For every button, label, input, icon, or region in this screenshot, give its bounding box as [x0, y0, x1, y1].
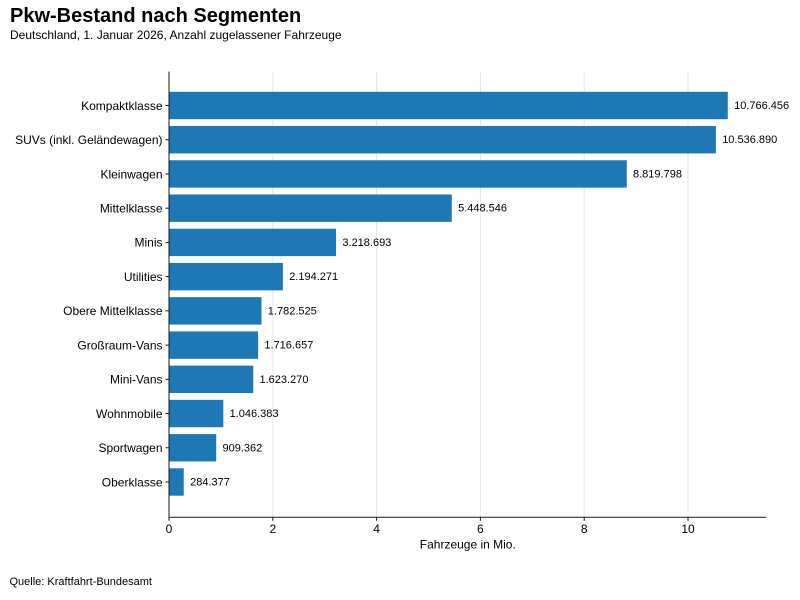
svg-text:6: 6 [477, 522, 484, 536]
svg-text:Sportwagen: Sportwagen [98, 441, 162, 455]
svg-text:Kompaktklasse: Kompaktklasse [81, 99, 163, 113]
svg-text:2: 2 [269, 522, 276, 536]
svg-text:Großraum-Vans: Großraum-Vans [77, 338, 162, 352]
svg-text:Quelle: Kraftfahrt-Bundesamt: Quelle: Kraftfahrt-Bundesamt [10, 576, 152, 588]
svg-text:3.218.693: 3.218.693 [342, 237, 391, 249]
svg-text:0: 0 [166, 522, 173, 536]
svg-text:4: 4 [373, 522, 380, 536]
svg-text:1.716.657: 1.716.657 [264, 340, 313, 352]
svg-text:2.194.271: 2.194.271 [289, 271, 338, 283]
svg-text:Mini-Vans: Mini-Vans [110, 373, 162, 387]
svg-text:Utilities: Utilities [124, 270, 163, 284]
svg-text:5.448.546: 5.448.546 [458, 203, 507, 215]
svg-text:Mittelklasse: Mittelklasse [100, 201, 163, 215]
svg-text:Fahrzeuge in Mio.: Fahrzeuge in Mio. [420, 537, 516, 551]
svg-text:SUVs (inkl. Geländewagen): SUVs (inkl. Geländewagen) [15, 133, 162, 147]
svg-text:8: 8 [581, 522, 588, 536]
svg-text:Minis: Minis [134, 236, 162, 250]
svg-text:1.623.270: 1.623.270 [260, 374, 309, 386]
svg-text:Pkw-Bestand nach Segmenten: Pkw-Bestand nach Segmenten [10, 5, 301, 27]
svg-text:Wohnmobile: Wohnmobile [96, 407, 163, 421]
svg-text:1.782.525: 1.782.525 [268, 305, 317, 317]
svg-text:10: 10 [681, 522, 695, 536]
svg-text:909.362: 909.362 [223, 442, 263, 454]
svg-text:10.536.890: 10.536.890 [722, 134, 777, 146]
svg-text:8.819.798: 8.819.798 [633, 168, 682, 180]
svg-text:1.046.383: 1.046.383 [230, 408, 279, 420]
svg-text:Kleinwagen: Kleinwagen [100, 167, 162, 181]
svg-text:10.766.456: 10.766.456 [734, 100, 789, 112]
svg-text:284.377: 284.377 [190, 477, 230, 489]
svg-text:Obere Mittelklasse: Obere Mittelklasse [63, 304, 163, 318]
svg-text:Deutschland, 1. Januar 2026, A: Deutschland, 1. Januar 2026, Anzahl zuge… [10, 28, 342, 42]
svg-text:Oberklasse: Oberklasse [102, 475, 163, 489]
